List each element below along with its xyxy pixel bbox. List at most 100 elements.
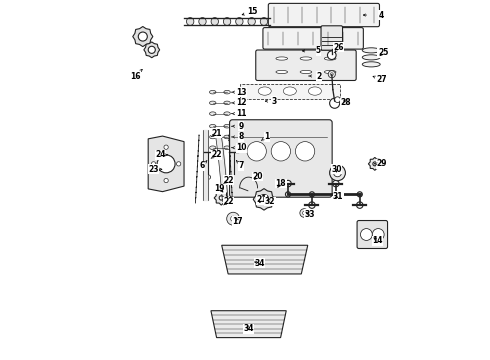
Text: 33: 33 — [304, 210, 315, 219]
Circle shape — [333, 180, 339, 187]
Ellipse shape — [324, 57, 336, 60]
Circle shape — [227, 212, 240, 225]
Text: 8: 8 — [239, 132, 244, 141]
Text: 5: 5 — [316, 46, 321, 55]
Text: 16: 16 — [130, 72, 141, 81]
Circle shape — [286, 192, 291, 197]
Text: 32: 32 — [265, 197, 275, 206]
Circle shape — [372, 229, 384, 240]
Ellipse shape — [308, 87, 321, 95]
Circle shape — [138, 32, 147, 41]
Text: 34: 34 — [254, 259, 265, 268]
Text: 14: 14 — [372, 237, 383, 246]
Text: 28: 28 — [340, 98, 351, 107]
Circle shape — [335, 97, 341, 103]
Polygon shape — [253, 189, 275, 210]
FancyBboxPatch shape — [357, 221, 388, 248]
Text: 24: 24 — [155, 150, 166, 159]
Circle shape — [302, 211, 306, 215]
Text: 20: 20 — [252, 172, 263, 181]
Circle shape — [357, 192, 362, 197]
Text: 21: 21 — [211, 129, 221, 138]
Circle shape — [330, 165, 345, 181]
Circle shape — [300, 209, 309, 217]
Text: 22: 22 — [211, 150, 221, 159]
Ellipse shape — [210, 112, 216, 116]
Polygon shape — [144, 42, 160, 58]
Ellipse shape — [224, 135, 230, 139]
Circle shape — [151, 162, 156, 166]
Ellipse shape — [324, 70, 336, 73]
Ellipse shape — [276, 57, 288, 60]
Text: 11: 11 — [236, 109, 246, 118]
Polygon shape — [133, 27, 153, 46]
Ellipse shape — [210, 90, 216, 94]
Circle shape — [357, 202, 363, 208]
Ellipse shape — [224, 101, 230, 105]
Ellipse shape — [362, 55, 380, 60]
Circle shape — [157, 155, 175, 173]
Ellipse shape — [211, 18, 219, 26]
Ellipse shape — [236, 18, 243, 26]
Circle shape — [231, 216, 236, 221]
Circle shape — [247, 141, 267, 161]
Ellipse shape — [223, 18, 231, 26]
Circle shape — [285, 180, 291, 187]
Ellipse shape — [224, 125, 230, 128]
Text: 4: 4 — [379, 10, 384, 19]
Ellipse shape — [248, 18, 255, 26]
Circle shape — [361, 229, 372, 240]
Circle shape — [333, 192, 339, 197]
Polygon shape — [211, 311, 286, 338]
FancyBboxPatch shape — [321, 26, 343, 50]
Ellipse shape — [276, 70, 288, 73]
Circle shape — [259, 194, 269, 204]
Circle shape — [334, 169, 342, 177]
Circle shape — [328, 71, 335, 78]
Text: 18: 18 — [275, 179, 286, 188]
Ellipse shape — [283, 87, 296, 95]
Text: 19: 19 — [215, 184, 225, 193]
Ellipse shape — [300, 57, 312, 60]
Text: 23: 23 — [148, 165, 159, 174]
Circle shape — [271, 141, 291, 161]
Ellipse shape — [210, 101, 216, 105]
Circle shape — [206, 175, 211, 179]
Text: 22: 22 — [223, 197, 234, 206]
FancyBboxPatch shape — [269, 3, 379, 27]
Text: 3: 3 — [271, 96, 276, 105]
Ellipse shape — [362, 62, 380, 67]
Text: 7: 7 — [239, 161, 244, 170]
Text: 9: 9 — [239, 122, 244, 131]
Text: 30: 30 — [331, 165, 342, 174]
Ellipse shape — [300, 70, 312, 73]
Text: 25: 25 — [378, 48, 388, 57]
Circle shape — [330, 98, 340, 108]
Text: 17: 17 — [233, 217, 243, 226]
Ellipse shape — [224, 146, 230, 149]
Text: 2: 2 — [316, 72, 321, 81]
Circle shape — [176, 162, 181, 166]
Circle shape — [330, 73, 333, 76]
Text: 34: 34 — [244, 324, 254, 333]
Ellipse shape — [210, 135, 216, 139]
Circle shape — [295, 141, 315, 161]
FancyBboxPatch shape — [240, 84, 340, 99]
Ellipse shape — [210, 146, 216, 149]
Text: 29: 29 — [376, 159, 387, 168]
Text: 13: 13 — [236, 87, 246, 96]
Polygon shape — [214, 191, 228, 205]
Text: 21: 21 — [256, 195, 267, 204]
Ellipse shape — [258, 87, 271, 95]
Circle shape — [148, 46, 155, 53]
Circle shape — [327, 51, 336, 59]
Polygon shape — [368, 157, 381, 170]
Text: 27: 27 — [376, 75, 387, 84]
FancyBboxPatch shape — [256, 50, 356, 81]
Circle shape — [309, 202, 315, 208]
Circle shape — [309, 192, 315, 197]
Polygon shape — [221, 245, 308, 274]
Text: 22: 22 — [223, 176, 234, 185]
Ellipse shape — [187, 18, 194, 26]
Text: 31: 31 — [333, 192, 343, 201]
